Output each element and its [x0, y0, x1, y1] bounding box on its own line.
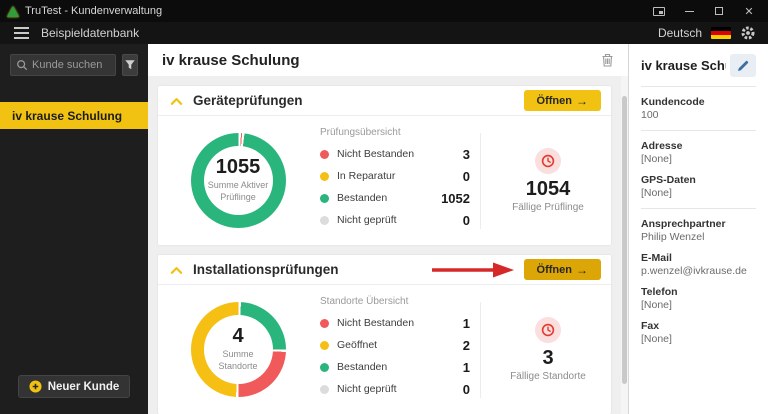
field-telefon: Telefon [None]	[641, 286, 678, 311]
field-ansprechpartner: Ansprechpartner Philip Wenzel	[641, 218, 726, 243]
divider	[641, 130, 756, 131]
status-dot	[320, 193, 329, 203]
donut-chart-standorte: 4 Summe Standorte	[190, 302, 286, 397]
section-title: Geräteprüfungen	[193, 93, 303, 108]
legend-item: Nicht Bestanden 1	[320, 316, 470, 331]
donut-caption: Summe Aktiver Prüflinge	[207, 180, 269, 202]
pencil-icon	[737, 60, 749, 72]
clock-icon	[535, 148, 561, 174]
scroll-area: Geräteprüfungen Öffnen → 1055 Summe Aktiv…	[148, 76, 628, 414]
field-fax: Fax [None]	[641, 320, 672, 345]
annotation-red-arrow	[431, 262, 515, 283]
status-dot	[320, 362, 329, 372]
divider	[641, 86, 756, 87]
donut-total: 1055	[215, 156, 261, 179]
clock-icon	[535, 317, 561, 343]
legend-item: Geöffnet 2	[320, 338, 470, 353]
arrow-right-icon: →	[576, 262, 588, 277]
status-dot	[320, 215, 329, 225]
new-customer-button[interactable]: Neuer Kunde	[18, 375, 130, 398]
details-title: iv krause Schulung	[641, 58, 726, 73]
titlebar: TruTest - Kundenverwaltung ✕	[0, 0, 768, 22]
field-adresse: Adresse [None]	[641, 140, 683, 165]
open-button-geraetepruefungen[interactable]: Öffnen →	[523, 90, 601, 111]
customer-search-box[interactable]	[10, 54, 116, 76]
maximize-button[interactable]	[704, 1, 734, 21]
status-dot	[320, 149, 329, 159]
language-label[interactable]: Deutsch	[657, 26, 702, 40]
vertical-scrollbar[interactable]	[621, 76, 628, 414]
settings-gear-icon[interactable]	[740, 25, 756, 41]
scrollbar-thumb[interactable]	[622, 96, 627, 384]
open-button-installationspruefungen[interactable]: Öffnen →	[523, 259, 601, 280]
section-geraetepruefungen: Geräteprüfungen Öffnen → 1055 Summe Aktiv…	[158, 86, 611, 245]
donut-caption: Summe Standorte	[218, 349, 258, 371]
status-dot	[320, 171, 329, 181]
app-toolbar: Beispieldatenbank Deutsch	[0, 22, 768, 44]
field-kundencode: Kundencode 100	[641, 96, 705, 121]
delete-customer-button[interactable]	[601, 53, 614, 67]
due-pruefungen: 1054 Fällige Prüflinge	[485, 148, 611, 213]
funnel-icon	[124, 59, 136, 71]
legend-item: In Reparatur 0	[320, 169, 470, 184]
edit-customer-button[interactable]	[730, 54, 756, 77]
customer-details-panel: iv krause Schulung Kundencode 100 Adress…	[628, 44, 768, 414]
section-title: Installationsprüfungen	[193, 262, 339, 277]
customer-page-title: iv krause Schulung	[162, 51, 300, 69]
legend-item: Nicht geprüft 0	[320, 213, 470, 228]
menu-icon[interactable]	[14, 27, 29, 39]
legend-item: Bestanden 1052	[320, 191, 470, 206]
legend-item: Bestanden 1	[320, 360, 470, 375]
legend-item: Nicht geprüft 0	[320, 382, 470, 397]
legend-item: Nicht Bestanden 3	[320, 147, 470, 162]
legend-pruefungen: Prüfungsübersicht Nicht Bestanden 3 In R…	[320, 126, 470, 228]
search-icon	[16, 59, 28, 71]
due-standorte: 3 Fällige Standorte	[485, 317, 611, 382]
search-input[interactable]	[32, 59, 110, 71]
database-name: Beispieldatenbank	[41, 26, 140, 40]
field-email: E-Mail p.wenzel@ivkrause.de	[641, 252, 747, 277]
status-dot	[320, 340, 329, 350]
legend-standorte: Standorte Übersicht Nicht Bestanden 1 Ge…	[320, 295, 470, 397]
sidebar-item-customer[interactable]: iv krause Schulung	[0, 102, 148, 129]
divider	[641, 208, 756, 209]
tablet-mode-icon[interactable]	[644, 1, 674, 21]
chevron-up-icon[interactable]	[170, 96, 183, 106]
donut-total: 4	[232, 325, 244, 348]
plus-circle-icon	[29, 380, 42, 393]
divider	[480, 301, 481, 398]
status-dot	[320, 384, 329, 394]
divider	[480, 132, 481, 229]
status-dot	[320, 318, 329, 328]
minimize-button[interactable]	[674, 1, 704, 21]
arrow-right-icon: →	[576, 93, 588, 108]
filter-button[interactable]	[122, 54, 138, 76]
chevron-up-icon[interactable]	[170, 265, 183, 275]
trash-icon	[601, 53, 614, 67]
customer-sidebar: iv krause Schulung Neuer Kunde	[0, 44, 148, 414]
main-content: iv krause Schulung Geräteprüfungen	[148, 44, 628, 414]
trutest-logo-icon	[7, 5, 19, 17]
donut-chart-pruefungen: 1055 Summe Aktiver Prüflinge	[190, 133, 286, 228]
section-installationspruefungen: Installationsprüfungen Öffnen → 4	[158, 255, 611, 414]
close-button[interactable]: ✕	[744, 5, 754, 18]
german-flag-icon[interactable]	[711, 27, 731, 39]
field-gps-daten: GPS-Daten [None]	[641, 174, 696, 199]
window-title: TruTest - Kundenverwaltung	[25, 5, 163, 17]
